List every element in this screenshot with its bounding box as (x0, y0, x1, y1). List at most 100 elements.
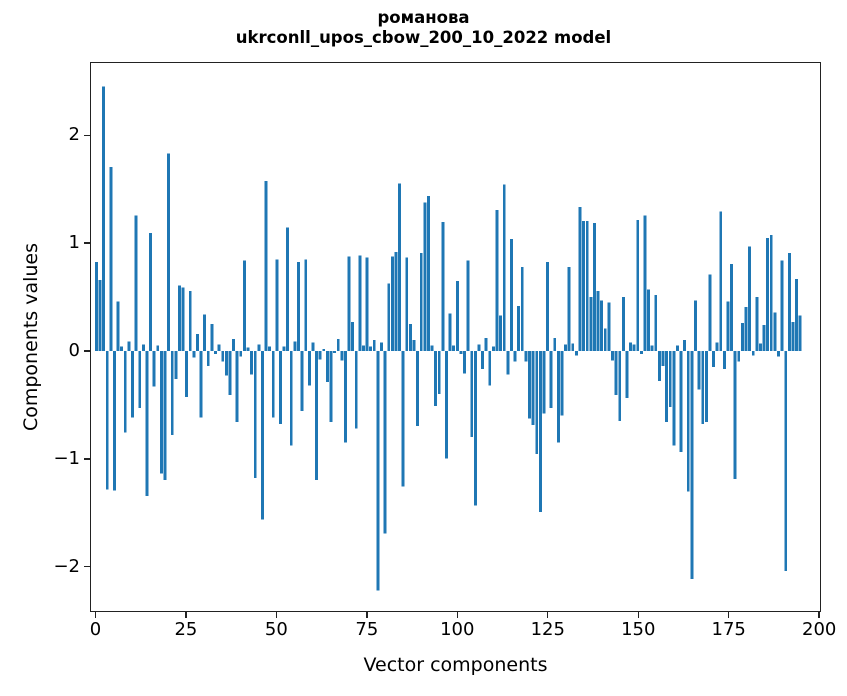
bar (755, 297, 759, 351)
bar (769, 234, 773, 351)
bar (748, 246, 752, 351)
bar (708, 274, 712, 351)
bar (329, 350, 333, 422)
bar (138, 350, 142, 408)
bar (593, 223, 596, 351)
bar (185, 350, 189, 398)
bar (206, 350, 210, 367)
bar (632, 344, 636, 351)
bar (131, 350, 134, 418)
bar (553, 338, 557, 351)
bar (264, 181, 268, 351)
x-tick-label: 75 (355, 619, 379, 640)
bar (495, 210, 499, 351)
bar (737, 350, 741, 362)
bar (149, 232, 152, 351)
bar (766, 238, 770, 351)
bar (351, 321, 355, 351)
bar (282, 346, 286, 351)
bar (362, 345, 365, 351)
bar (423, 202, 427, 351)
bar (163, 350, 167, 480)
bar (177, 285, 181, 351)
bar (625, 350, 629, 399)
bar (704, 350, 708, 422)
bar (740, 323, 744, 351)
bar (94, 261, 98, 351)
bar (214, 350, 217, 355)
bar (170, 350, 174, 435)
bar (120, 346, 124, 351)
bar (661, 350, 665, 367)
bar (542, 350, 546, 414)
bar (279, 350, 282, 425)
bar (452, 345, 456, 351)
bar (315, 350, 319, 480)
bar (293, 341, 297, 351)
x-tick-mark (728, 612, 730, 618)
bar (477, 344, 481, 351)
bar (470, 350, 474, 437)
bar (369, 346, 373, 351)
bar (459, 350, 463, 355)
bar (791, 321, 795, 351)
chart-title: романова ukrconll_upos_cbow_200_10_2022 … (0, 8, 847, 48)
bar (726, 301, 730, 351)
bar (196, 333, 199, 351)
bar (603, 328, 607, 351)
bar (549, 350, 553, 408)
bar (780, 260, 784, 351)
bar (712, 350, 715, 368)
bar (589, 297, 593, 351)
bar (152, 350, 156, 387)
bar (318, 350, 322, 360)
bar (585, 220, 589, 351)
bar (141, 344, 145, 351)
bar (455, 281, 459, 351)
x-tick-label: 25 (174, 619, 198, 640)
x-tick-label: 0 (89, 619, 102, 640)
bar (347, 256, 351, 351)
bar (336, 339, 340, 351)
x-tick-label: 50 (264, 619, 288, 640)
bar (307, 350, 311, 386)
bar (647, 289, 651, 351)
plot-area (90, 62, 821, 612)
bar (109, 167, 113, 351)
y-tick-label: 2 (68, 124, 80, 146)
bar (719, 211, 723, 351)
bar (618, 350, 622, 421)
bar (434, 350, 438, 406)
bar (210, 324, 214, 351)
bar (657, 350, 661, 382)
bar (221, 350, 225, 362)
bar (596, 290, 600, 351)
bar (260, 350, 264, 520)
bar (531, 350, 535, 426)
x-tick-mark (275, 612, 278, 618)
bar (203, 314, 207, 351)
chart-title-line-2: ukrconll_upos_cbow_200_10_2022 model (235, 28, 612, 47)
bar (246, 347, 250, 351)
bar (253, 350, 257, 478)
bar (607, 302, 611, 351)
bar (524, 350, 528, 362)
bar (560, 350, 564, 416)
bar (372, 340, 376, 351)
bar (250, 350, 254, 375)
y-tick-label: 0 (68, 340, 80, 362)
bar (556, 350, 560, 443)
bar (564, 344, 568, 351)
bar (401, 350, 405, 487)
bar (676, 345, 679, 351)
bar (322, 348, 326, 351)
bar (611, 350, 614, 361)
bar (665, 350, 669, 422)
bar (690, 350, 694, 579)
bar (311, 342, 315, 351)
x-tick-label: 100 (440, 619, 475, 640)
bar (600, 300, 604, 351)
bar (722, 350, 726, 370)
bar (340, 350, 344, 361)
